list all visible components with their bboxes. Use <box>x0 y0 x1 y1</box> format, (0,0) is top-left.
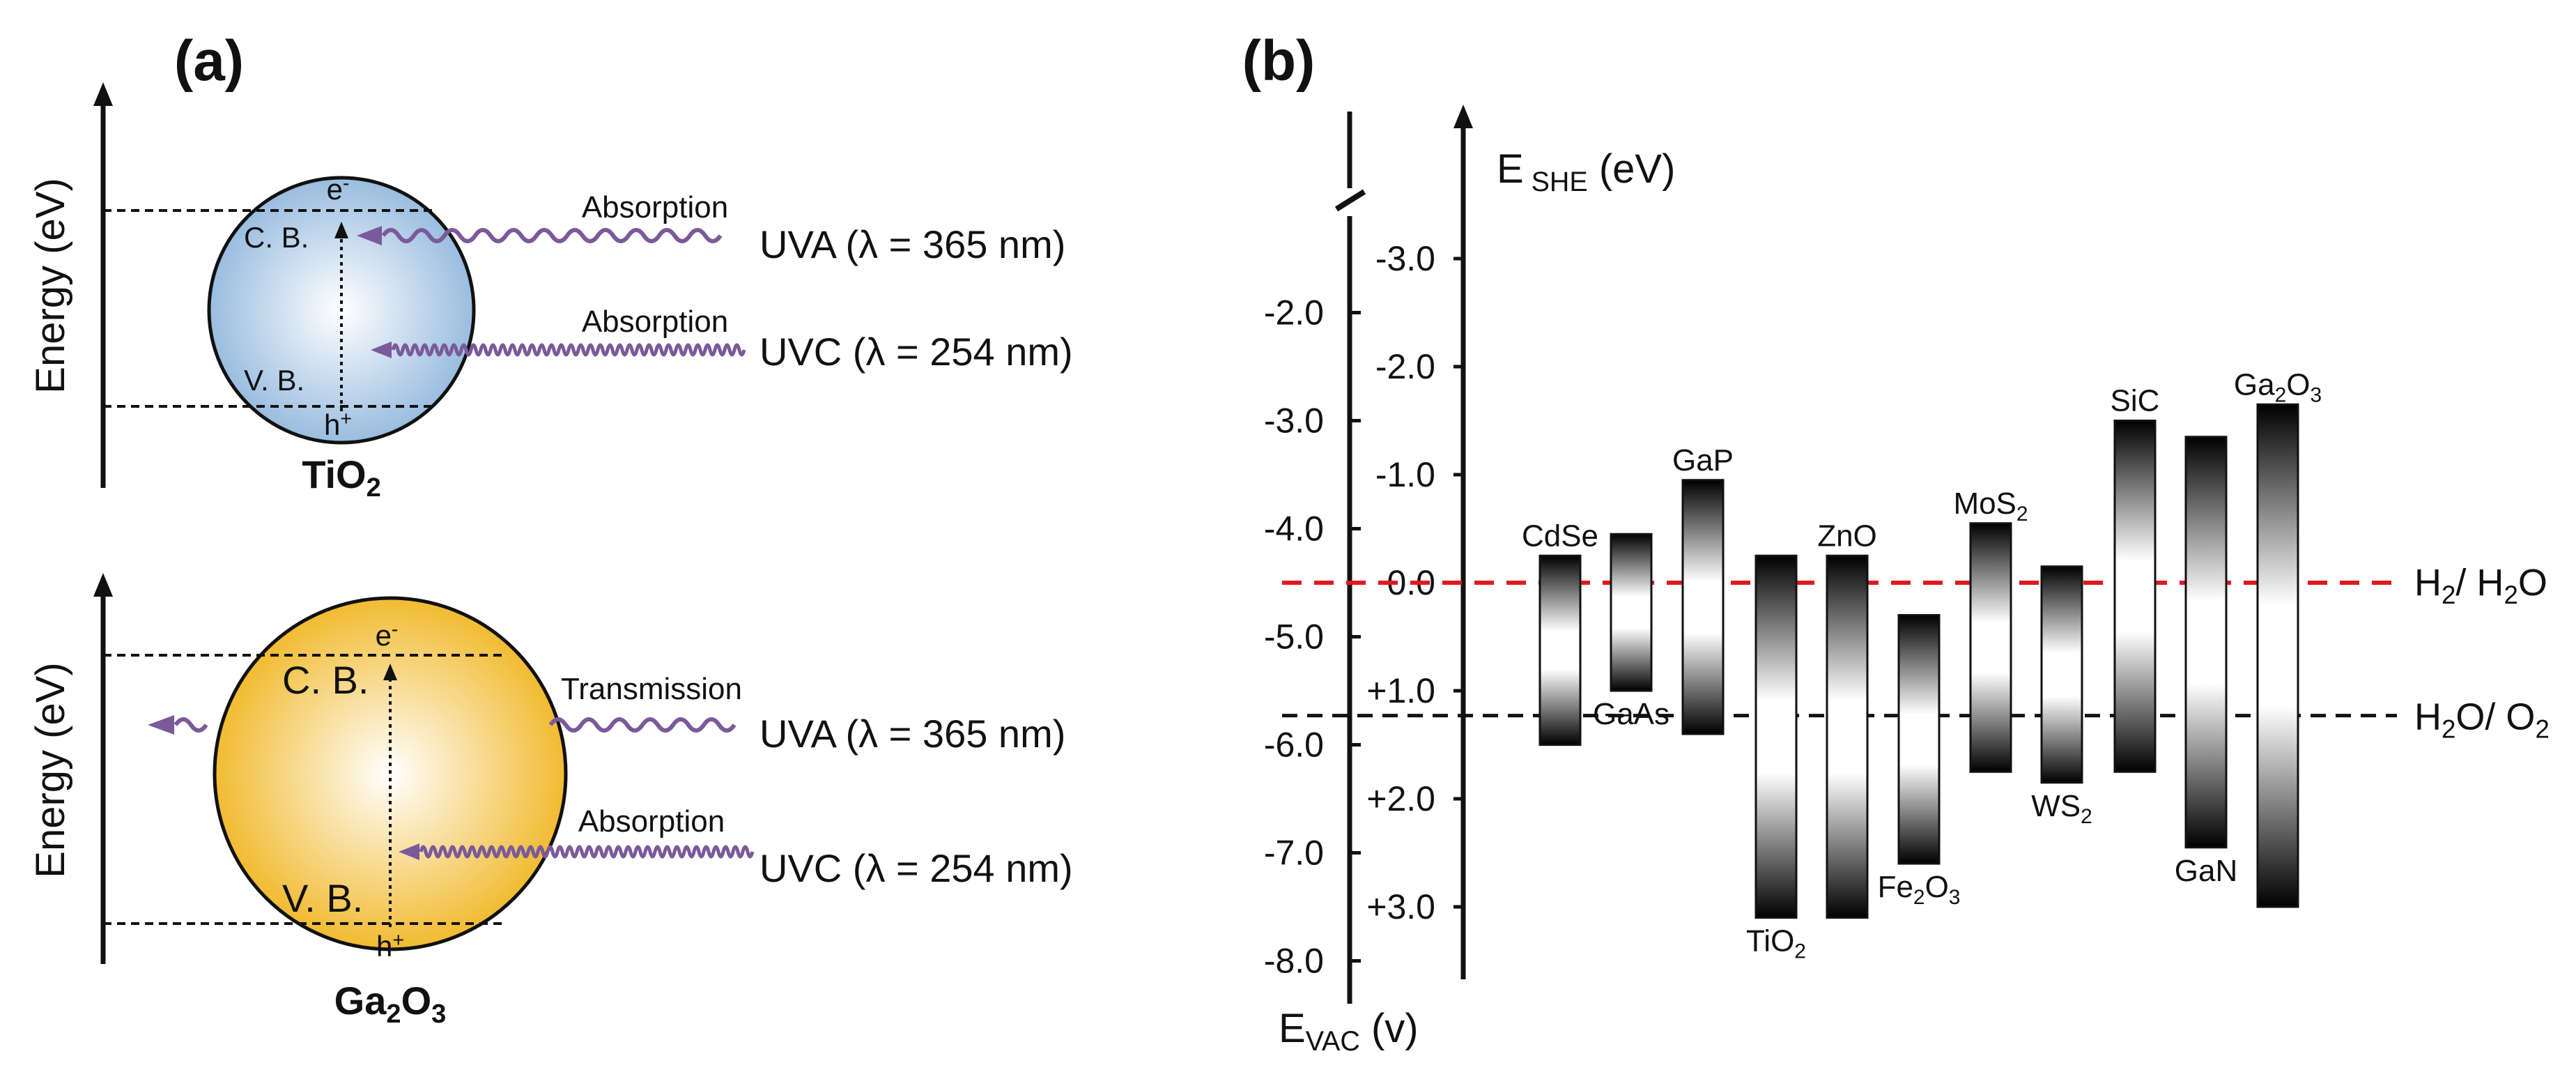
band-label: Ga2O3 <box>2234 367 2322 406</box>
uvc-process-bottom: Absorption <box>578 804 725 839</box>
band-gap <box>1681 479 1725 735</box>
arrow-head-icon <box>334 222 348 238</box>
uva-label-bottom: UVA (λ = 365 nm) <box>759 712 1065 756</box>
axis-break-icon <box>1334 189 1366 212</box>
uva-wave-top <box>381 228 723 243</box>
band-label: WS2 <box>2031 789 2092 828</box>
uva-arrow-bottom-icon <box>148 715 174 735</box>
uva-process-bottom: Transmission <box>561 672 742 706</box>
evac-tick-label: -6.0 <box>1264 726 1324 765</box>
evac-tick-label: -3.0 <box>1264 401 1324 441</box>
band-zno <box>1826 554 1869 919</box>
uvc-wave-bottom <box>419 845 755 859</box>
semiconductor-bands: CdSe GaAs GaP TiO2 ZnO Fe2O3 MoS2 WS2 SiC GaN Ga2O… <box>1522 367 2322 963</box>
vb-label: V. B. <box>244 364 304 397</box>
cb-label-bottom: C. B. <box>282 658 369 702</box>
panel-a-label: (a) <box>174 29 244 93</box>
panel-b-label: (b) <box>1242 29 1316 93</box>
h2-h2o-label: H2/ H2O <box>2414 562 2547 609</box>
hole-label: h+ <box>324 408 352 441</box>
eshe-tick-label: -3.0 <box>1375 239 1435 278</box>
eshe-axis: -3.0-2.0-1.00.0+1.0+2.0+3.0 E SHE (eV) <box>1366 105 1675 979</box>
eshe-axis-arrow-icon <box>1453 105 1473 128</box>
uva-process-top: Absorption <box>582 190 728 224</box>
band-label: MoS2 <box>1953 487 2028 526</box>
uva-arrow-top-icon <box>357 226 382 245</box>
band-label: GaN <box>2175 854 2237 888</box>
band-label: CdSe <box>1522 519 1598 553</box>
eshe-tick-label: -1.0 <box>1375 455 1435 494</box>
axis-arrow-icon <box>93 82 113 106</box>
uva-wave-bottom-out <box>173 717 208 733</box>
band-tio2 <box>1754 554 1798 919</box>
arrow-head-bottom-icon <box>383 664 397 680</box>
band-fe2o3 <box>1897 614 1941 865</box>
band-mos2 <box>1969 522 2012 773</box>
band-sic <box>2113 420 2157 773</box>
band-label: GaP <box>1672 443 1734 477</box>
evac-tick-label: -4.0 <box>1264 510 1324 549</box>
eshe-tick-label: +3.0 <box>1366 887 1435 926</box>
uva-label-top: UVA (λ = 365 nm) <box>759 222 1065 266</box>
band-label: Fe2O3 <box>1878 870 1961 909</box>
band-ws2 <box>2040 565 2083 784</box>
band-gan <box>2184 436 2228 849</box>
evac-tick-label: -7.0 <box>1264 834 1324 873</box>
tio2-diagram: Energy (eV) e- C. B. V. B. h+ TiO2 Absor… <box>28 82 1073 503</box>
evac-tick-label: -8.0 <box>1264 942 1324 981</box>
uvc-arrow-bottom-icon <box>399 843 419 860</box>
uvc-label-top: UVC (λ = 254 nm) <box>759 330 1073 374</box>
vb-label-bottom: V. B. <box>282 876 363 920</box>
band-label: GaAs <box>1593 697 1669 731</box>
ga2o3-label: Ga2O3 <box>334 979 447 1029</box>
band-label: ZnO <box>1817 519 1877 553</box>
eshe-ticks: -3.0-2.0-1.00.0+1.0+2.0+3.0 <box>1366 239 1463 926</box>
band-gaas <box>1610 533 1653 692</box>
evac-axis-title: EVAC (v) <box>1279 1006 1419 1057</box>
energy-axis-label-top: Energy (eV) <box>28 178 73 393</box>
evac-axis: -2.0 -3.0 -4.0 -5.0 -6.0 -7.0 -8.0 EVAC (v) <box>1264 112 1419 1057</box>
electron-label-bottom: e- <box>376 618 399 652</box>
uvc-process-top: Absorption <box>582 305 728 339</box>
cb-label: C. B. <box>244 221 309 254</box>
energy-axis-label-bottom: Energy (eV) <box>28 662 73 878</box>
eshe-axis-title: E SHE (eV) <box>1497 146 1675 197</box>
hole-label-bottom: h+ <box>376 929 404 963</box>
band-cdse <box>1538 554 1582 746</box>
evac-tick-label: -5.0 <box>1264 618 1324 657</box>
evac-tick-label: -2.0 <box>1264 293 1324 332</box>
uvc-arrow-top-icon <box>371 342 392 358</box>
electron-label: e- <box>327 172 350 206</box>
uva-wave-bottom-in <box>548 717 736 733</box>
ga2o3-diagram: Energy (eV) e- C. B. V. B. h+ Ga2O3 Tran… <box>28 573 1073 1029</box>
tio2-label: TiO2 <box>302 452 381 503</box>
band-ga2o3 <box>2256 403 2299 908</box>
h2o-o2-label: H2O/ O2 <box>2414 696 2550 744</box>
eshe-tick-label: +1.0 <box>1366 671 1435 710</box>
uvc-label-bottom: UVC (λ = 254 nm) <box>759 846 1073 890</box>
eshe-tick-label: +2.0 <box>1366 779 1435 818</box>
eshe-tick-label: -2.0 <box>1375 347 1435 386</box>
axis-arrow-bottom-icon <box>93 573 113 597</box>
band-label: TiO2 <box>1746 924 1806 963</box>
band-label: SiC <box>2111 384 2160 418</box>
uvc-wave-top <box>391 343 746 357</box>
evac-ticks: -2.0 -3.0 -4.0 -5.0 -6.0 -7.0 -8.0 <box>1264 293 1361 981</box>
